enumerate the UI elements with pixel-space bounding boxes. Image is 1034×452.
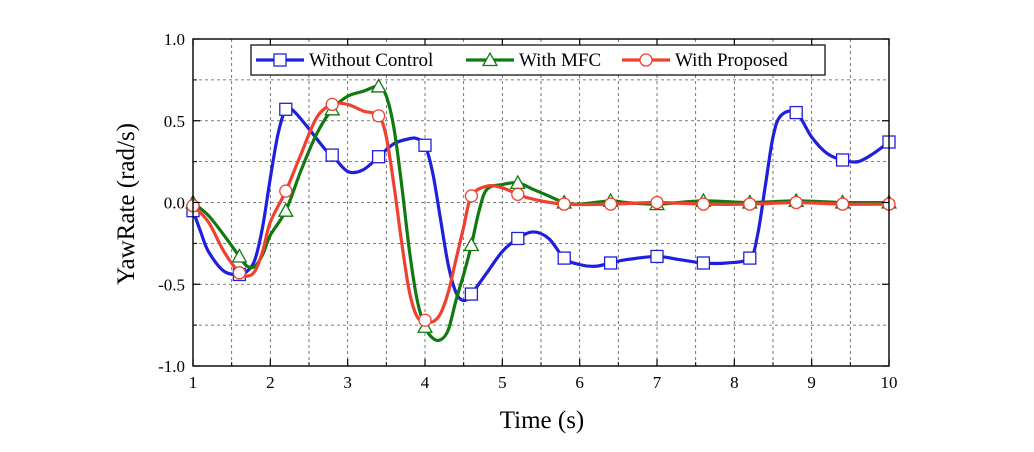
x-tick-label: 4 [421,373,430,392]
data-point-triangle [231,248,248,263]
y-tick-label: 0.5 [164,112,185,131]
series-circle [186,97,896,327]
data-point-circle [743,197,757,211]
data-point-circle [603,197,618,211]
data-point-square [696,256,711,270]
legend-entry: Without Control [256,50,433,71]
x-tick-label: 10 [881,373,898,392]
data-point-circle [418,313,432,327]
data-point-triangle [463,236,480,252]
data-point-triangle [277,202,294,217]
x-axis-title: Time (s) [500,407,585,434]
data-point-circle [835,197,850,211]
legend-label: Without Control [309,50,433,71]
data-point-square [279,102,293,116]
y-tick-label: 0.0 [164,194,185,213]
x-tick-label: 6 [575,373,584,392]
data-point-square [418,138,432,152]
x-tick-label: 8 [730,373,739,392]
data-point-square [273,53,287,67]
data-point-circle [279,184,293,198]
legend-box [250,44,826,76]
series-layer [184,78,898,343]
legend-label: With Proposed [675,50,788,71]
data-point-square [464,287,479,301]
x-tick-label: 1 [189,373,198,392]
y-tick-label: -0.5 [158,275,185,294]
data-point-circle [371,109,386,123]
data-point-square [325,148,339,162]
data-point-triangle [370,78,387,93]
x-tick-label: 5 [498,373,507,392]
x-tick-label: 9 [807,373,816,392]
data-point-square [603,256,618,270]
legend-entry: With Proposed [622,50,788,71]
legend-label: With MFC [519,50,601,71]
legend-entry: With MFC [466,50,601,71]
data-point-circle [464,189,479,203]
data-point-square [789,105,803,120]
data-point-triangle [481,51,499,67]
y-axis-title: YawRate (rad/s) [113,123,140,285]
data-point-square [650,249,664,264]
y-tick-label: -1.0 [158,357,185,376]
x-tick-label: 2 [266,373,275,392]
data-point-square [835,153,850,167]
x-tick-label: 7 [653,373,662,392]
legend: Without Control With MFC With Proposed [250,44,826,76]
data-point-circle [639,53,653,67]
data-point-circle [789,195,803,210]
data-point-circle [557,197,571,211]
axis-ticks: 1 2 3 4 5 6 7 8 9 10 -1.0 -0.5 0.0 0.5 1.0 [158,30,897,392]
data-point-circle [511,187,525,201]
series-line [191,101,890,324]
x-tick-label: 3 [343,373,352,392]
data-point-circle [325,97,339,112]
data-point-circle [232,266,247,280]
data-point-square [743,251,757,265]
data-point-circle [650,195,664,210]
data-point-square [511,231,525,246]
data-point-square [371,150,386,164]
data-point-square [557,251,571,265]
data-point-circle [696,197,711,211]
y-tick-label: 1.0 [164,30,185,49]
